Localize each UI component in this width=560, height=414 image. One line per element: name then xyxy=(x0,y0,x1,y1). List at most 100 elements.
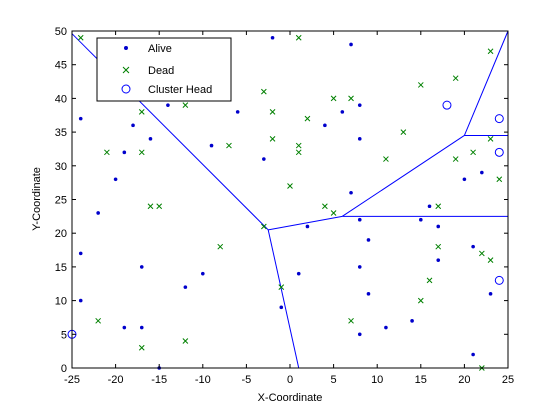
x-tick-label: -20 xyxy=(108,374,124,386)
dead-point xyxy=(435,243,442,250)
x-tick-label: 20 xyxy=(458,374,470,386)
dead-point xyxy=(156,203,163,210)
alive-point xyxy=(96,211,100,215)
alive-point xyxy=(340,110,345,114)
dead-point xyxy=(287,183,293,189)
boundary-line xyxy=(463,30,509,136)
alive-point xyxy=(270,35,275,40)
alive-point xyxy=(480,170,484,175)
dead-point xyxy=(295,142,302,149)
alive-point xyxy=(279,305,284,310)
alive-point xyxy=(262,157,266,161)
alive-point xyxy=(78,298,83,303)
dead-point xyxy=(217,243,224,250)
dead-point xyxy=(304,115,311,122)
dead-point xyxy=(426,277,433,284)
dead-point xyxy=(269,109,276,115)
alive-point xyxy=(78,251,83,256)
tick-marks xyxy=(71,30,509,369)
alive-point xyxy=(122,325,127,330)
dead-point xyxy=(348,317,354,324)
alive-point xyxy=(235,110,240,114)
dead-point xyxy=(452,75,459,82)
y-tick-label: 30 xyxy=(55,161,67,173)
alive-point xyxy=(113,177,118,182)
dead-point xyxy=(295,34,302,41)
y-tick-label: 5 xyxy=(61,329,67,341)
boundary-line xyxy=(342,135,465,217)
dead-point xyxy=(182,338,189,344)
y-tick-label: 50 xyxy=(55,26,67,38)
cluster-head-point xyxy=(494,147,504,157)
dead-point xyxy=(348,95,354,102)
alive-point xyxy=(488,292,493,296)
y-tick-label: 20 xyxy=(55,228,67,240)
y-tick-label: 10 xyxy=(55,296,67,308)
alive-point xyxy=(410,319,414,323)
x-tick-label: 15 xyxy=(415,374,427,386)
y-axis-label: Y-Coordinate xyxy=(31,167,43,231)
y-tick-label: 45 xyxy=(55,60,67,72)
dead-point xyxy=(147,203,154,210)
dead-point xyxy=(77,34,84,41)
alive-point xyxy=(436,258,441,262)
legend: Alive Dead Cluster Head xyxy=(96,37,232,102)
alive-point xyxy=(305,224,310,229)
dead-point xyxy=(478,250,485,257)
legend-marker-alive xyxy=(124,46,128,50)
alive-point xyxy=(366,292,371,296)
dead-point xyxy=(417,82,424,88)
dead-point xyxy=(487,257,494,264)
alive-point xyxy=(471,352,475,357)
legend-box xyxy=(96,37,232,102)
dead-point xyxy=(383,156,389,162)
dead-point xyxy=(330,210,337,216)
x-axis-label: X-Coordinate xyxy=(258,392,323,404)
legend-marker-dead xyxy=(122,66,130,74)
alive-point xyxy=(357,265,362,269)
dead-point xyxy=(330,95,337,102)
dead-point xyxy=(104,149,110,156)
x-tick-label: 25 xyxy=(502,374,514,386)
dead-point xyxy=(470,149,476,156)
data-points xyxy=(67,34,504,371)
alive-point xyxy=(471,244,475,249)
dead-point xyxy=(226,142,232,149)
alive-point xyxy=(436,224,441,229)
dead-point xyxy=(417,297,424,304)
dead-point xyxy=(400,129,407,135)
dead-point xyxy=(496,176,503,183)
alive-point xyxy=(427,204,432,209)
dead-point xyxy=(260,223,267,230)
x-tick-label: 5 xyxy=(331,374,337,386)
alive-point xyxy=(148,137,153,141)
dead-point xyxy=(182,102,189,108)
legend-marker-cluster-head xyxy=(121,84,131,94)
dead-point xyxy=(95,317,102,324)
dead-point xyxy=(452,156,459,162)
dead-point xyxy=(278,284,285,290)
y-tick-label: 0 xyxy=(61,363,67,375)
alive-point xyxy=(357,217,362,222)
alive-point xyxy=(131,123,135,128)
alive-point xyxy=(357,137,362,141)
alive-point xyxy=(323,123,327,128)
alive-point xyxy=(296,271,301,276)
dead-point xyxy=(269,135,276,142)
alive-point xyxy=(201,271,205,276)
cluster-head-point xyxy=(494,275,504,285)
alive-point xyxy=(357,332,362,337)
y-tick-label: 15 xyxy=(55,262,67,274)
boundary-line xyxy=(268,215,343,231)
legend-label-alive: Alive xyxy=(148,43,172,55)
alive-point xyxy=(78,116,83,121)
alive-point xyxy=(419,217,423,222)
cluster-head-point xyxy=(494,114,504,124)
alive-point xyxy=(462,177,467,182)
y-tick-label: 40 xyxy=(55,93,67,105)
x-tick-label: 0 xyxy=(287,374,293,386)
alive-point xyxy=(357,103,362,107)
x-tick-label: -5 xyxy=(242,374,252,386)
dead-point xyxy=(260,88,267,95)
